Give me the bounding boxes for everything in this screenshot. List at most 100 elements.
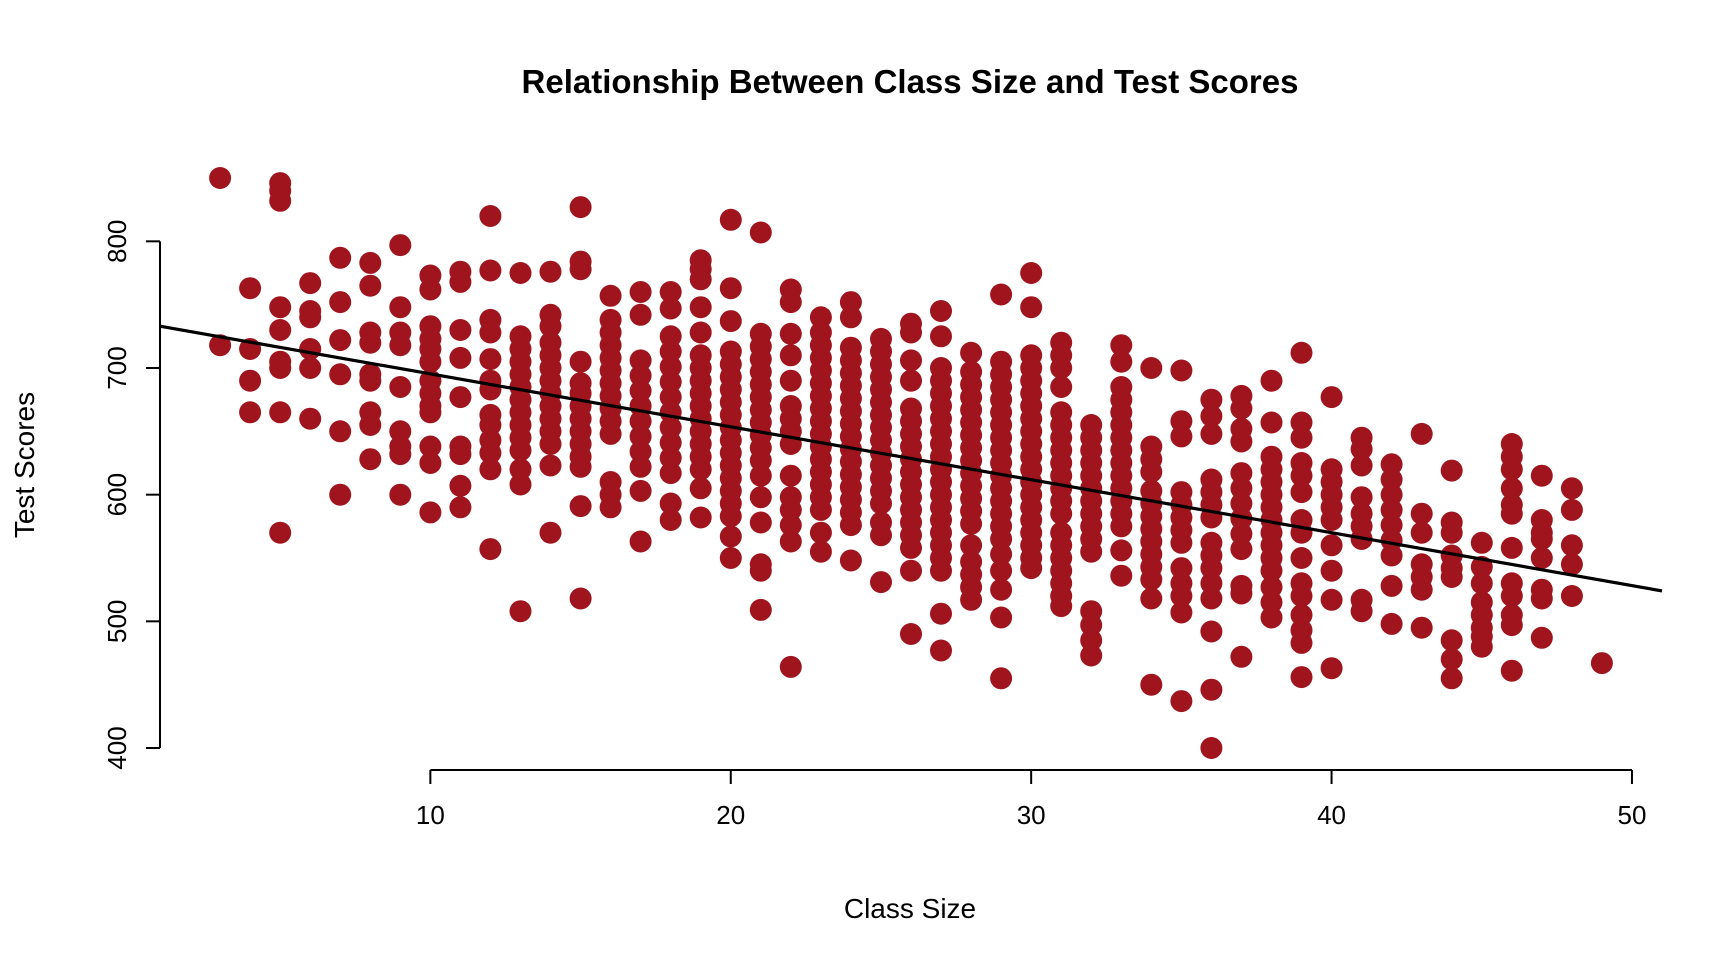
data-point [629,425,652,448]
data-point [870,524,892,547]
data-point [1440,648,1463,671]
data-point [1320,657,1343,680]
data-point [1380,612,1403,635]
data-point [1140,460,1163,483]
data-point [1410,521,1433,544]
data-point [629,455,652,478]
data-point [1560,585,1583,607]
data-point [689,458,712,481]
data-point [269,521,292,544]
data-point [1410,502,1433,525]
data-point [1170,601,1193,624]
data-point [329,420,352,443]
data-point [299,338,322,360]
data-point [1050,595,1073,618]
data-point [419,350,442,373]
data-point [1200,422,1223,445]
data-point [1440,459,1463,482]
y-tick-label: 700 [102,346,132,389]
data-point [359,331,382,354]
data-point [1350,438,1373,461]
data-point [509,600,532,623]
data-point [719,505,742,528]
data-point [689,506,712,529]
data-point [1380,544,1403,567]
data-point [299,272,322,295]
data-point [1050,502,1073,525]
data-point [539,260,562,283]
data-point [1320,559,1343,582]
data-point [779,498,802,521]
data-point [1530,547,1553,569]
data-point [389,483,412,506]
data-point [449,319,472,341]
data-point [1410,578,1433,601]
data-point [779,369,802,392]
data-point [1200,678,1223,701]
data-point [239,401,262,424]
data-point [1230,397,1253,420]
data-point [389,234,412,257]
data-point [1140,587,1163,610]
data-point [1560,477,1583,500]
data-point [1140,673,1163,696]
data-point [299,357,322,379]
data-point [329,329,352,352]
data-point [299,306,322,329]
data-point [659,431,682,454]
data-point [569,587,592,610]
points-layer [209,167,1613,759]
data-point [1350,486,1373,509]
data-point [1170,690,1193,713]
data-point [930,559,952,582]
data-point [1530,587,1553,610]
data-point [960,588,983,611]
data-point [1500,536,1523,559]
data-point [990,283,1013,306]
data-point [990,543,1013,566]
data-point [509,473,532,496]
data-point [239,277,262,300]
data-point [1500,585,1523,607]
data-point [749,486,772,509]
data-point [629,410,652,433]
data-point [1560,553,1583,576]
data-point [1170,410,1193,433]
data-point [1290,585,1313,607]
data-point [1410,422,1433,445]
data-point [329,291,352,314]
data-point [1110,564,1133,587]
data-point [870,492,892,515]
data-point [1230,430,1253,453]
data-point [659,462,682,485]
data-point [900,536,922,559]
data-point [1350,600,1373,623]
data-point [1290,666,1313,689]
y-tick-label: 600 [102,473,132,516]
data-point [809,540,832,563]
data-point [930,325,952,348]
data-point [1260,411,1283,434]
data-point [749,598,772,621]
data-point [1380,468,1403,491]
x-axis: 10 20 30 40 50 [416,769,1646,830]
data-point [389,443,412,466]
data-point [389,420,412,443]
data-point [509,439,532,462]
data-point [1320,386,1343,409]
data-point [1170,585,1193,607]
data-point [479,259,502,282]
data-point [1110,334,1133,357]
data-point [629,379,652,402]
data-point [870,571,892,594]
data-point [479,321,502,344]
data-point [689,477,712,500]
data-point [629,364,652,387]
data-point [1140,357,1163,379]
y-tick-label: 500 [102,600,132,643]
data-point [1290,426,1313,449]
data-point [749,559,772,582]
data-point [1200,572,1223,595]
y-tick-label: 400 [102,726,132,769]
